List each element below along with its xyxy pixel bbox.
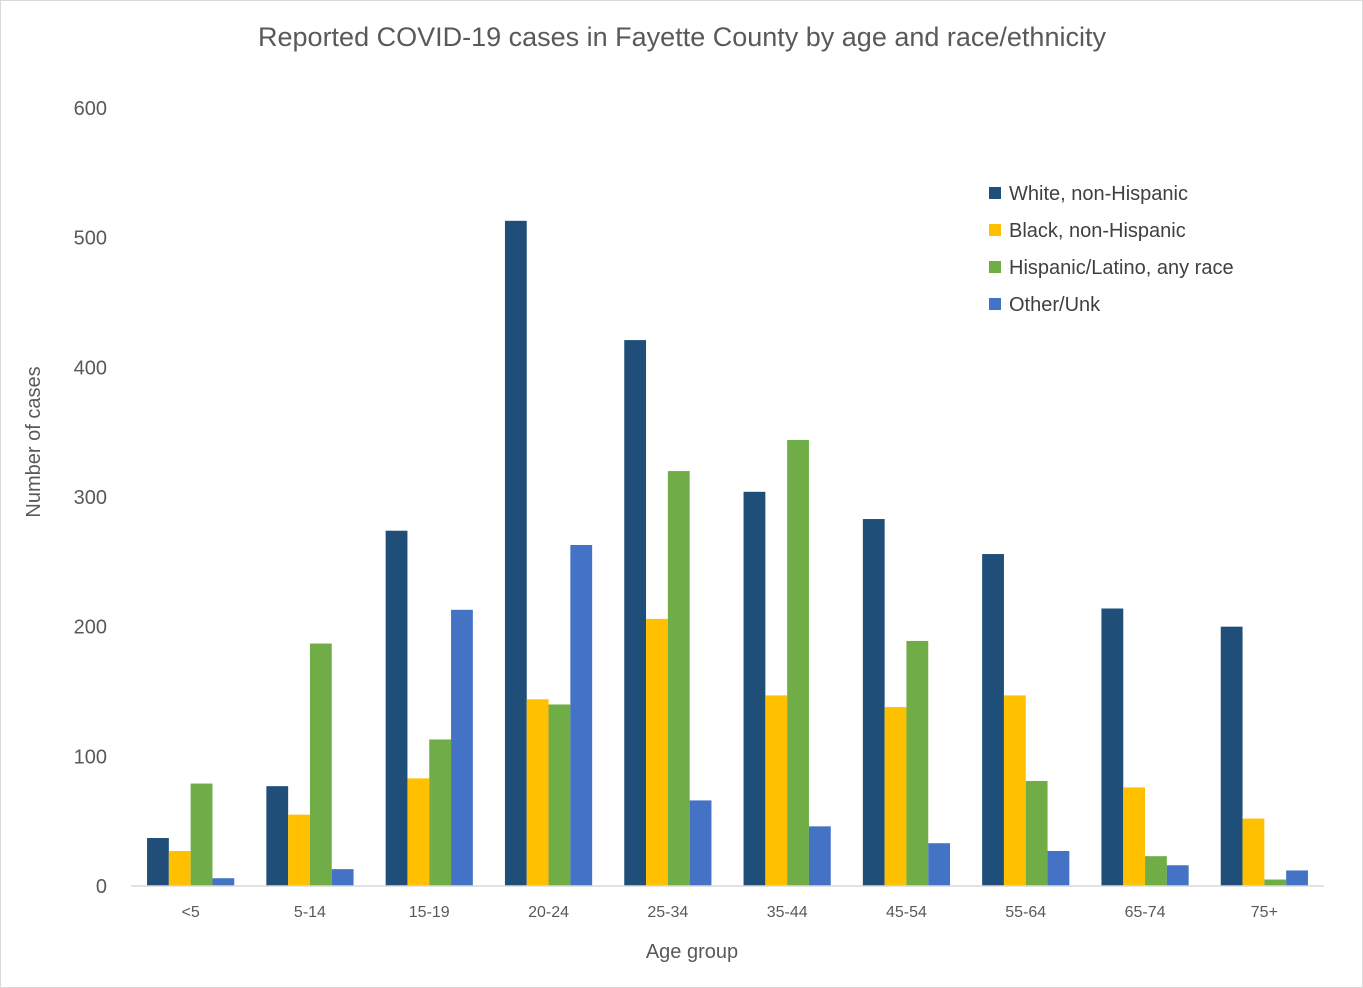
bar-3 <box>906 640 929 886</box>
bar-4 <box>1286 870 1308 886</box>
bar-1 <box>504 220 527 886</box>
x-tick-label: 75+ <box>1251 904 1278 921</box>
y-tick-label: 600 <box>74 98 107 120</box>
legend-swatch <box>989 261 1001 273</box>
bar-3 <box>787 439 809 886</box>
bar-4 <box>689 800 712 886</box>
x-axis-ticks: <5 5-14 15-19 20-24 25-34 35-44 45-54 55-64 65-7… <box>182 904 1278 921</box>
bar-1 <box>1220 626 1243 886</box>
legend: White, non-Hispanic Black, non-Hispanic Hi… <box>989 183 1234 316</box>
legend-label: Other/Unk <box>1009 294 1101 316</box>
legend-swatch <box>989 298 1001 310</box>
bar-2 <box>1123 787 1146 886</box>
x-tick-label: 5-14 <box>294 904 326 921</box>
bar-2 <box>407 778 430 886</box>
bar-1 <box>862 519 885 886</box>
bar-2 <box>1003 695 1026 886</box>
chart-title: Reported COVID-19 cases in Fayette Count… <box>258 22 1106 52</box>
bar-1 <box>743 491 766 886</box>
bar-4 <box>451 609 473 886</box>
legend-label: Hispanic/Latino, any race <box>1009 257 1234 279</box>
bar-4 <box>808 826 831 886</box>
x-tick-label: 55-64 <box>1005 904 1046 921</box>
bar-1 <box>624 340 647 887</box>
y-tick-label: 400 <box>74 357 107 379</box>
bars <box>147 220 1308 887</box>
bar-3 <box>1025 780 1048 886</box>
y-axis-label: Number of cases <box>23 366 45 517</box>
bar-4 <box>1166 865 1189 886</box>
y-tick-label: 300 <box>74 487 107 509</box>
bar-4 <box>928 843 951 886</box>
bar-2 <box>1242 818 1265 886</box>
bar-1 <box>982 554 1004 886</box>
x-axis-label: Age group <box>646 941 738 963</box>
bar-2 <box>288 814 310 886</box>
y-tick-label: 200 <box>74 617 107 639</box>
x-tick-label: 65-74 <box>1125 904 1166 921</box>
bar-3 <box>190 783 213 886</box>
bar-1 <box>385 530 408 886</box>
bar-2 <box>526 699 549 886</box>
x-tick-label: 20-24 <box>528 904 569 921</box>
bar-1 <box>147 838 169 886</box>
y-tick-label: 100 <box>74 746 107 768</box>
bar-1 <box>1101 608 1124 886</box>
bar-2 <box>168 850 191 886</box>
legend-label: Black, non-Hispanic <box>1009 220 1186 242</box>
x-tick-label: 15-19 <box>409 904 450 921</box>
legend-label: White, non-Hispanic <box>1009 183 1188 205</box>
bar-1 <box>266 786 289 886</box>
y-axis-ticks: 0 100 200 300 400 500 600 <box>74 98 107 898</box>
legend-swatch <box>989 224 1001 236</box>
bar-4 <box>570 544 593 886</box>
x-tick-label: 25-34 <box>647 904 688 921</box>
y-tick-label: 500 <box>74 228 107 250</box>
bar-3 <box>1264 879 1287 886</box>
bar-3 <box>1145 856 1167 886</box>
y-tick-label: 0 <box>96 876 107 898</box>
bar-2 <box>884 707 907 886</box>
bar-2 <box>765 695 788 886</box>
bar-2 <box>646 618 668 886</box>
bar-4 <box>212 878 235 886</box>
bar-3 <box>309 643 332 886</box>
x-tick-label: 45-54 <box>886 904 927 921</box>
bar-4 <box>331 869 354 886</box>
bar-3 <box>548 704 571 886</box>
bar-3 <box>667 471 690 886</box>
bar-3 <box>429 739 452 886</box>
bar-4 <box>1047 850 1070 886</box>
x-tick-label: <5 <box>182 904 200 921</box>
legend-swatch <box>989 187 1001 199</box>
x-tick-label: 35-44 <box>767 904 808 921</box>
